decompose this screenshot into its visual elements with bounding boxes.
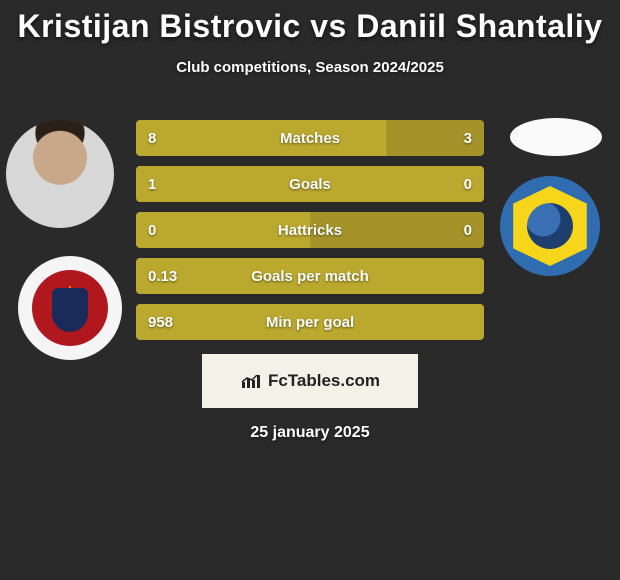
player-right-avatar	[510, 118, 602, 156]
snapshot-date: 25 january 2025	[0, 424, 620, 442]
stat-label: Hattricks	[196, 222, 424, 239]
stat-label: Matches	[196, 130, 424, 147]
ball-icon	[527, 203, 573, 249]
stat-label: Min per goal	[196, 314, 424, 331]
stat-row: 8Matches3	[136, 120, 484, 156]
stat-left-value: 0	[136, 222, 196, 239]
brand-badge: FcTables.com	[202, 354, 418, 408]
stat-left-value: 0.13	[136, 268, 196, 285]
stat-row: 958Min per goal	[136, 304, 484, 340]
team-left-crest: ★	[18, 256, 122, 360]
page-title: Kristijan Bistrovic vs Daniil Shantaliy	[0, 0, 620, 45]
page-subtitle: Club competitions, Season 2024/2025	[0, 59, 620, 76]
stat-right-value: 3	[424, 130, 484, 147]
stat-row: 1Goals0	[136, 166, 484, 202]
crest-icon	[510, 186, 590, 266]
team-right-crest	[500, 176, 600, 276]
stat-left-value: 8	[136, 130, 196, 147]
stat-left-value: 1	[136, 176, 196, 193]
stat-label: Goals	[196, 176, 424, 193]
shield-icon	[52, 288, 88, 332]
face-placeholder-icon	[6, 120, 114, 228]
stat-right-value: 0	[424, 222, 484, 239]
stat-row: 0Hattricks0	[136, 212, 484, 248]
stat-right-value: 0	[424, 176, 484, 193]
stat-row: 0.13Goals per match	[136, 258, 484, 294]
player-left-avatar	[6, 120, 114, 228]
stat-left-value: 958	[136, 314, 196, 331]
stat-label: Goals per match	[196, 268, 424, 285]
chart-icon	[240, 372, 262, 390]
stats-table: 8Matches31Goals00Hattricks00.13Goals per…	[136, 120, 484, 350]
crest-icon: ★	[32, 270, 108, 346]
brand-text: FcTables.com	[268, 371, 380, 391]
comparison-card: Kristijan Bistrovic vs Daniil Shantaliy …	[0, 0, 620, 580]
